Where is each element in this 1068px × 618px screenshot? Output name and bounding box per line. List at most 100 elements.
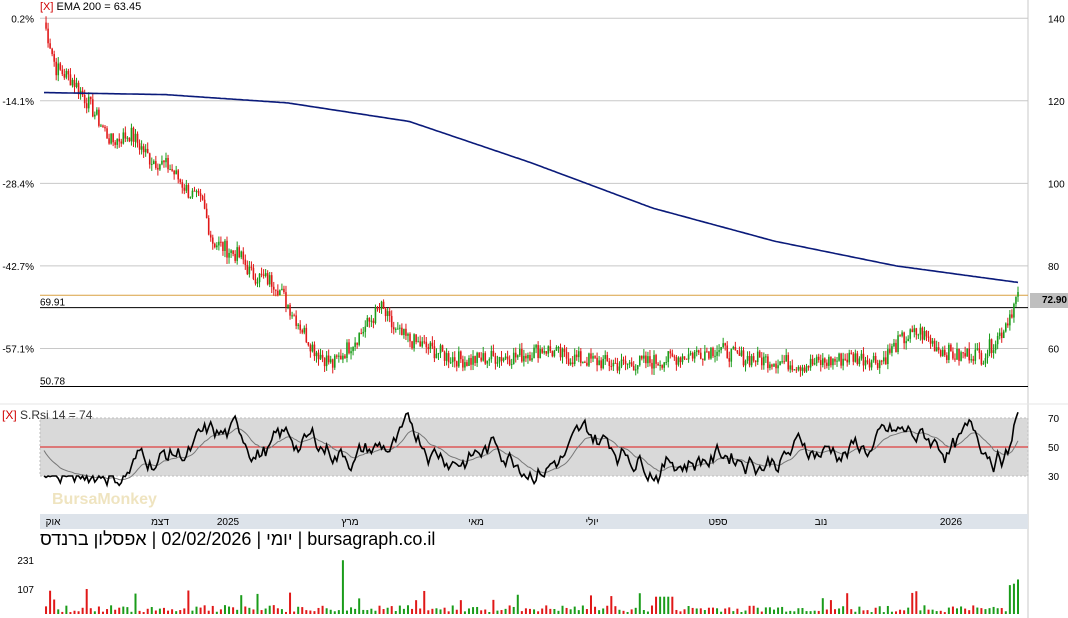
candle-body — [59, 63, 62, 70]
candle-body — [220, 241, 222, 243]
candle-body — [399, 327, 401, 329]
volume-bar — [557, 610, 560, 614]
rsi-label: S.Rsi 14 = 74 — [20, 408, 93, 422]
candle-body — [512, 352, 515, 364]
volume-bar — [289, 592, 292, 614]
volume-bar — [943, 612, 946, 614]
candle-body — [529, 355, 531, 361]
rsi-signal-line — [43, 427, 1019, 481]
candle-body — [758, 351, 761, 358]
candle-body — [51, 48, 53, 55]
volume-bar — [366, 610, 369, 614]
volume-bar — [687, 606, 690, 614]
candle-body — [464, 362, 466, 368]
candle-body — [765, 356, 767, 358]
volume-bar — [480, 610, 483, 614]
ema-close-button[interactable]: [X] — [40, 1, 54, 13]
candle-body — [710, 347, 712, 359]
candle-body — [882, 357, 885, 362]
candle-body — [167, 158, 169, 170]
candle-body — [706, 351, 708, 353]
volume-bar — [57, 609, 60, 614]
candle-body — [228, 252, 230, 258]
candle-body — [480, 357, 482, 361]
volume-bar — [382, 609, 385, 614]
volume-bar — [236, 609, 239, 614]
volume-bar — [663, 596, 666, 614]
candle-body — [626, 363, 629, 365]
candle-body — [699, 352, 702, 359]
volume-bar — [764, 607, 767, 614]
price-tick-label: 100 — [1048, 179, 1065, 190]
candle-body — [325, 355, 328, 367]
candle-body — [171, 169, 173, 171]
candle-body — [903, 332, 905, 344]
candle-body — [173, 170, 175, 175]
candle-body — [551, 351, 554, 357]
candle-body — [917, 334, 920, 336]
candle-body — [340, 355, 342, 360]
candle-body — [813, 363, 816, 365]
candle-body — [224, 240, 226, 252]
volume-bar — [472, 607, 475, 614]
candle-body — [685, 358, 688, 360]
candle-body — [303, 327, 306, 333]
x-tick-label: 2026 — [940, 517, 963, 528]
candle-body — [1015, 296, 1017, 304]
candle-body — [368, 317, 371, 322]
volume-bar — [431, 608, 434, 614]
candle-body — [45, 22, 47, 29]
watermark: BursaMonkey — [52, 491, 157, 508]
candle-body — [301, 330, 304, 333]
volume-bar — [667, 596, 670, 614]
candle-body — [838, 353, 840, 361]
volume-bar — [744, 610, 747, 614]
candle-body — [874, 356, 877, 364]
candle-body — [474, 356, 476, 363]
level-label: 69.91 — [40, 298, 65, 309]
candle-body — [787, 355, 790, 370]
price-tick-label: 140 — [1048, 14, 1065, 25]
volume-bar — [1000, 608, 1003, 614]
candle-body — [482, 353, 485, 361]
candle-body — [809, 358, 812, 368]
candle-body — [114, 142, 116, 145]
volume-bar — [907, 607, 910, 614]
candle-body — [504, 356, 507, 359]
volume-bar — [354, 608, 357, 614]
volume-bar — [195, 606, 198, 614]
volume-bar — [980, 608, 983, 614]
candle-body — [122, 132, 125, 144]
volume-bar — [223, 605, 226, 614]
candle-body — [449, 362, 452, 364]
candle-body — [468, 358, 470, 366]
volume-bar — [537, 611, 540, 614]
volume-bar — [187, 590, 190, 614]
volume-bar — [179, 610, 182, 614]
candle-body — [1017, 292, 1019, 297]
volume-bar — [927, 609, 930, 614]
price-tick-label: 80 — [1048, 262, 1060, 273]
candle-body — [718, 350, 720, 352]
candle-body — [1000, 332, 1003, 339]
volume-bar — [878, 606, 881, 614]
candle-body — [319, 354, 322, 360]
candle-body — [100, 125, 102, 127]
x-tick-label: מאי — [468, 517, 484, 528]
candle-body — [756, 351, 759, 363]
candle-body — [1002, 331, 1005, 339]
candle-body — [71, 79, 74, 86]
candle-body — [748, 355, 751, 366]
candle-body — [697, 350, 700, 353]
candle-body — [394, 328, 397, 330]
volume-bar — [805, 611, 808, 614]
candle-body — [803, 367, 806, 372]
candle-body — [864, 360, 867, 366]
rsi-close-button[interactable]: [X] — [2, 408, 17, 422]
volume-bar — [748, 605, 751, 614]
candle-body — [832, 358, 834, 366]
volume-bar — [317, 607, 320, 614]
ema-label: EMA 200 = 63.45 — [56, 1, 142, 13]
candle-body — [588, 353, 590, 366]
candle-body — [575, 354, 578, 358]
